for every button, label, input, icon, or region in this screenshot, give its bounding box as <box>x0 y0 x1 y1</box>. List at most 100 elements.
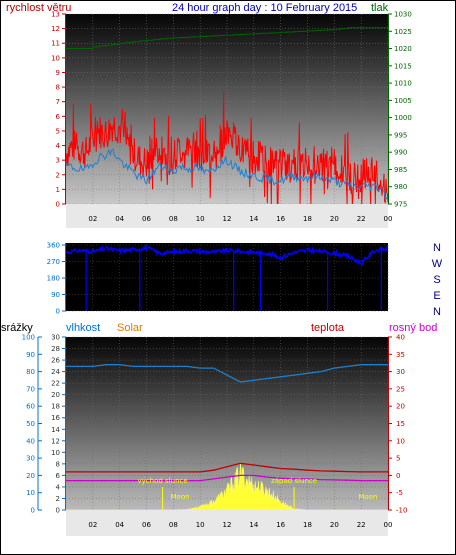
temp-tick-label: 25 <box>396 385 405 393</box>
x-tick-label: 22 <box>357 215 366 223</box>
wind-tick-label: 2 <box>56 171 60 179</box>
series-temperature-line <box>66 462 388 473</box>
pressure-tick-label: 1005 <box>394 97 412 105</box>
direction-tick-label: 270 <box>47 258 60 266</box>
series-dewpoint-line <box>66 474 388 482</box>
humidity-tick-label: 2 <box>56 495 60 503</box>
temperature-axes: 0102030405060708090100024681012141618202… <box>22 334 408 515</box>
rain-tick-label: 100 <box>22 334 35 342</box>
humidity-tick-label: 20 <box>51 391 60 399</box>
temperature-data: východ slunce západ slunce Moon Moon <box>66 364 388 511</box>
pressure-tick-label: 1010 <box>394 80 412 88</box>
temp-axis-label: teplota <box>311 322 345 334</box>
wind-tick-label: 8 <box>56 84 60 92</box>
wind-tick-label: 3 <box>56 157 60 165</box>
dew-axis-label: rosný bod <box>389 322 437 334</box>
direction-grid <box>66 244 389 312</box>
x-tick-label: 12 <box>223 521 232 529</box>
pressure-axis-label: tlak <box>371 2 389 14</box>
rain-tick-label: 0 <box>31 507 35 515</box>
wind-tick-label: 4 <box>56 142 61 150</box>
wind-tick-label: 1 <box>56 186 60 194</box>
temp-tick-label: -5 <box>396 489 403 497</box>
chart-title: 24 hour graph day : 10 February 2015 <box>172 2 357 14</box>
humidity-tick-label: 26 <box>51 357 60 365</box>
series-humidity-line <box>66 364 388 383</box>
sun-event-label: východ slunce <box>138 477 188 485</box>
rain-tick-label: 50 <box>26 420 35 428</box>
x-tick-label: 08 <box>169 215 178 223</box>
humidity-tick-label: 8 <box>56 460 60 468</box>
humidity-tick-label: 10 <box>51 449 60 457</box>
wind-data <box>65 27 389 206</box>
sun-event-label: západ slunce <box>271 477 317 485</box>
rain-tick-label: 20 <box>26 472 35 480</box>
pressure-tick-label: 1025 <box>394 28 412 36</box>
rain-tick-label: 10 <box>26 489 35 497</box>
pressure-tick-label: 1020 <box>394 45 412 53</box>
wind-tick-label: 0 <box>56 201 60 209</box>
humidity-axis-label: vlhkost <box>66 322 100 334</box>
wind-tick-label: 12 <box>51 25 60 33</box>
pressure-tick-label: 975 <box>394 201 407 209</box>
temp-tick-label: -10 <box>396 507 407 515</box>
x-axis-band <box>66 510 388 536</box>
rain-tick-label: 70 <box>26 385 35 393</box>
wind-tick-label: 6 <box>56 113 61 121</box>
rain-tick-label: 90 <box>26 351 35 359</box>
x-axis-band <box>66 204 388 228</box>
direction-data <box>65 243 389 311</box>
temp-tick-label: 30 <box>396 368 405 376</box>
rain-tick-label: 40 <box>26 437 35 445</box>
rain-axis-label: srážky <box>1 322 33 334</box>
pressure-tick-label: 985 <box>394 166 407 174</box>
direction-tick-label: 0 <box>56 308 60 316</box>
rain-tick-label: 30 <box>26 455 35 463</box>
humidity-tick-label: 4 <box>56 483 61 491</box>
x-tick-label: 10 <box>196 521 205 529</box>
x-tick-label: 02 <box>88 521 97 529</box>
humidity-tick-label: 18 <box>51 403 60 411</box>
temp-tick-label: 20 <box>396 403 405 411</box>
wind-panel <box>66 14 388 204</box>
x-tick-label: 20 <box>330 521 339 529</box>
wind-x-ticks: 02 04 06 08 10 12 14 16 18 20 22 00 <box>66 204 392 228</box>
x-tick-label: 00 <box>384 215 393 223</box>
humidity-tick-label: 12 <box>51 437 60 445</box>
wind-tick-label: 9 <box>56 69 60 77</box>
series-wind-line <box>65 91 389 206</box>
pressure-tick-label: 1030 <box>394 11 412 19</box>
series-direction-line <box>65 243 389 267</box>
x-tick-label: 10 <box>196 215 205 223</box>
humidity-tick-label: 24 <box>51 368 60 376</box>
compass-label: S <box>433 274 440 286</box>
wind-tick-label: 13 <box>51 11 60 19</box>
humidity-tick-label: 14 <box>51 426 60 434</box>
humidity-tick-label: 30 <box>51 334 60 342</box>
compass-label: N <box>433 242 441 254</box>
x-tick-label: 16 <box>276 215 285 223</box>
x-tick-label: 04 <box>115 215 124 223</box>
x-tick-label: 18 <box>303 521 312 529</box>
humidity-tick-label: 16 <box>51 414 60 422</box>
x-tick-label: 16 <box>276 521 285 529</box>
wind-tick-label: 7 <box>56 98 60 106</box>
wind-tick-label: 11 <box>51 40 60 48</box>
compass-label: W <box>432 258 443 270</box>
series-pressure-line <box>66 27 388 49</box>
temp-tick-label: 0 <box>396 472 400 480</box>
direction-tick-label: 180 <box>47 275 60 283</box>
wind-tick-label: 10 <box>51 54 60 62</box>
wind-axes: 0123456789101112139759809859909951000100… <box>51 11 412 209</box>
x-tick-label: 12 <box>223 215 232 223</box>
humidity-tick-label: 28 <box>51 345 60 353</box>
series-blue-line <box>65 147 389 201</box>
pressure-tick-label: 980 <box>394 183 407 191</box>
humidity-tick-label: 22 <box>51 380 60 388</box>
wind-axis-label: rychlost větru <box>6 2 71 14</box>
temp-tick-label: 35 <box>396 351 405 359</box>
temp-tick-label: 15 <box>396 420 405 428</box>
x-tick-label: 06 <box>142 215 151 223</box>
